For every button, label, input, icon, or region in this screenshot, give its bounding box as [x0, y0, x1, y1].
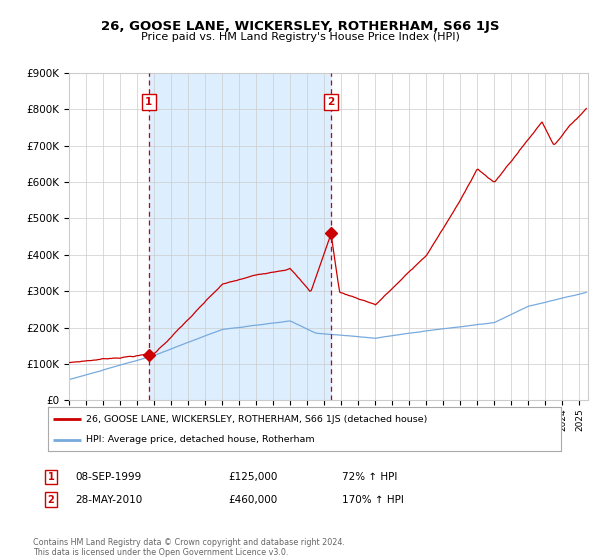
- Text: 1: 1: [145, 97, 152, 107]
- Text: 2: 2: [47, 494, 55, 505]
- Text: Price paid vs. HM Land Registry's House Price Index (HPI): Price paid vs. HM Land Registry's House …: [140, 32, 460, 43]
- Text: 26, GOOSE LANE, WICKERSLEY, ROTHERHAM, S66 1JS: 26, GOOSE LANE, WICKERSLEY, ROTHERHAM, S…: [101, 20, 499, 32]
- Bar: [149, 73, 331, 400]
- Text: 170% ↑ HPI: 170% ↑ HPI: [342, 494, 404, 505]
- Text: 2: 2: [328, 97, 335, 107]
- Text: £460,000: £460,000: [228, 494, 277, 505]
- Text: Contains HM Land Registry data © Crown copyright and database right 2024.
This d: Contains HM Land Registry data © Crown c…: [33, 538, 345, 557]
- Text: £125,000: £125,000: [228, 472, 277, 482]
- Text: 28-MAY-2010: 28-MAY-2010: [75, 494, 142, 505]
- Text: 26, GOOSE LANE, WICKERSLEY, ROTHERHAM, S66 1JS (detached house): 26, GOOSE LANE, WICKERSLEY, ROTHERHAM, S…: [86, 415, 428, 424]
- Text: 72% ↑ HPI: 72% ↑ HPI: [342, 472, 397, 482]
- Text: HPI: Average price, detached house, Rotherham: HPI: Average price, detached house, Roth…: [86, 435, 315, 445]
- Text: 1: 1: [47, 472, 55, 482]
- Text: 08-SEP-1999: 08-SEP-1999: [75, 472, 141, 482]
